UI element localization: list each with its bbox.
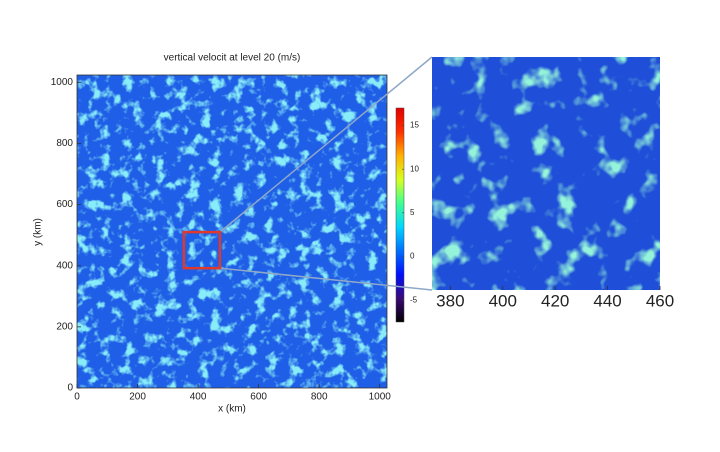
y-tick-label: 200	[56, 322, 73, 333]
y-tick-label: 800	[56, 138, 73, 149]
x-tick-label: 200	[129, 392, 146, 403]
inset-x-tick-label: 420	[541, 291, 569, 310]
inset-x-tick-label: 380	[436, 291, 464, 310]
y-axis-label: y (km)	[33, 218, 44, 246]
highlight-box	[182, 230, 222, 270]
colorbar	[395, 107, 405, 323]
y-tick-label: 0	[67, 383, 73, 394]
chart-title: vertical velocit at level 20 (m/s)	[164, 53, 301, 64]
x-axis-label: x (km)	[218, 404, 246, 415]
colorbar-tick-label: 5	[410, 208, 415, 217]
inset-x-tick-label: 400	[489, 291, 517, 310]
x-tick-label: 400	[190, 392, 207, 403]
colorbar-tick-label: 15	[410, 121, 419, 130]
y-tick-label: 400	[56, 260, 73, 271]
y-tick-label: 1000	[51, 77, 74, 88]
x-tick-label: 800	[311, 392, 328, 403]
x-tick-label: 1000	[369, 392, 392, 403]
inset-x-tick-label: 440	[593, 291, 621, 310]
colorbar-tick-label: 10	[410, 164, 419, 173]
zoom-connector	[219, 267, 433, 291]
inset-texture	[432, 57, 660, 290]
y-tick-label: 600	[56, 199, 73, 210]
inset-x-tick-label: 460	[646, 291, 674, 310]
x-tick-label: 600	[250, 392, 267, 403]
x-tick-label: 0	[74, 392, 80, 403]
colorbar-tick-label: 0	[410, 252, 415, 261]
zoom-connector	[219, 56, 433, 233]
plot-frame	[76, 74, 388, 389]
heatmap-texture	[77, 75, 387, 388]
colorbar-tick-label: -5	[410, 295, 418, 304]
